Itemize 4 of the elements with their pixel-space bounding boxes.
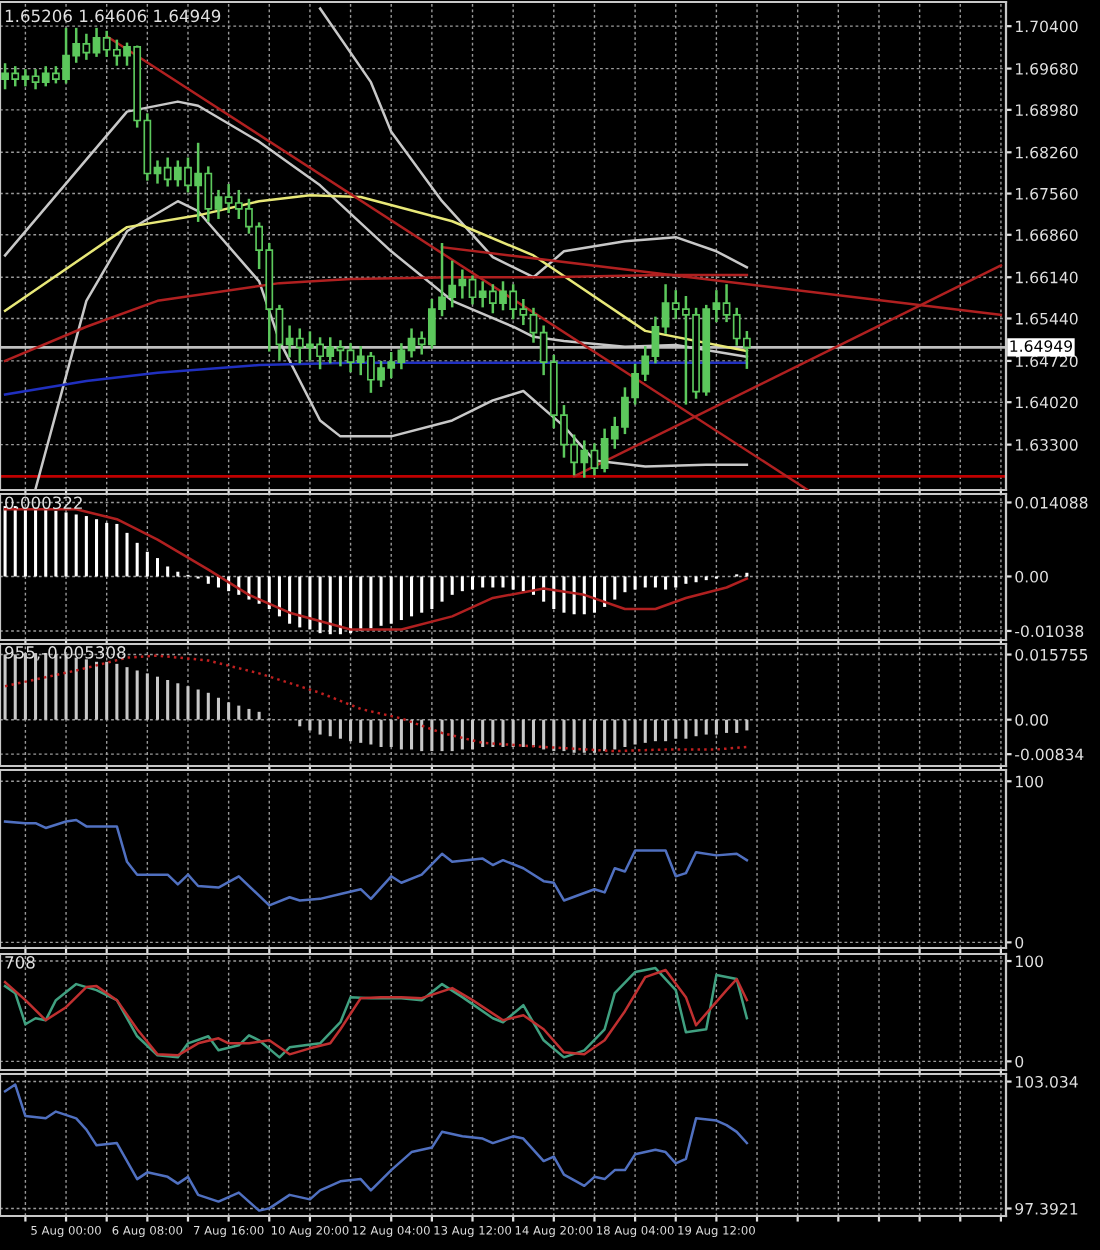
annotation: 1.65206 1.64606 1.64949 <box>5 9 221 23</box>
annotation: 955,-0.005308 <box>5 646 126 661</box>
annotation: 708 <box>5 956 35 969</box>
annotation: 0.000322 <box>5 496 82 510</box>
